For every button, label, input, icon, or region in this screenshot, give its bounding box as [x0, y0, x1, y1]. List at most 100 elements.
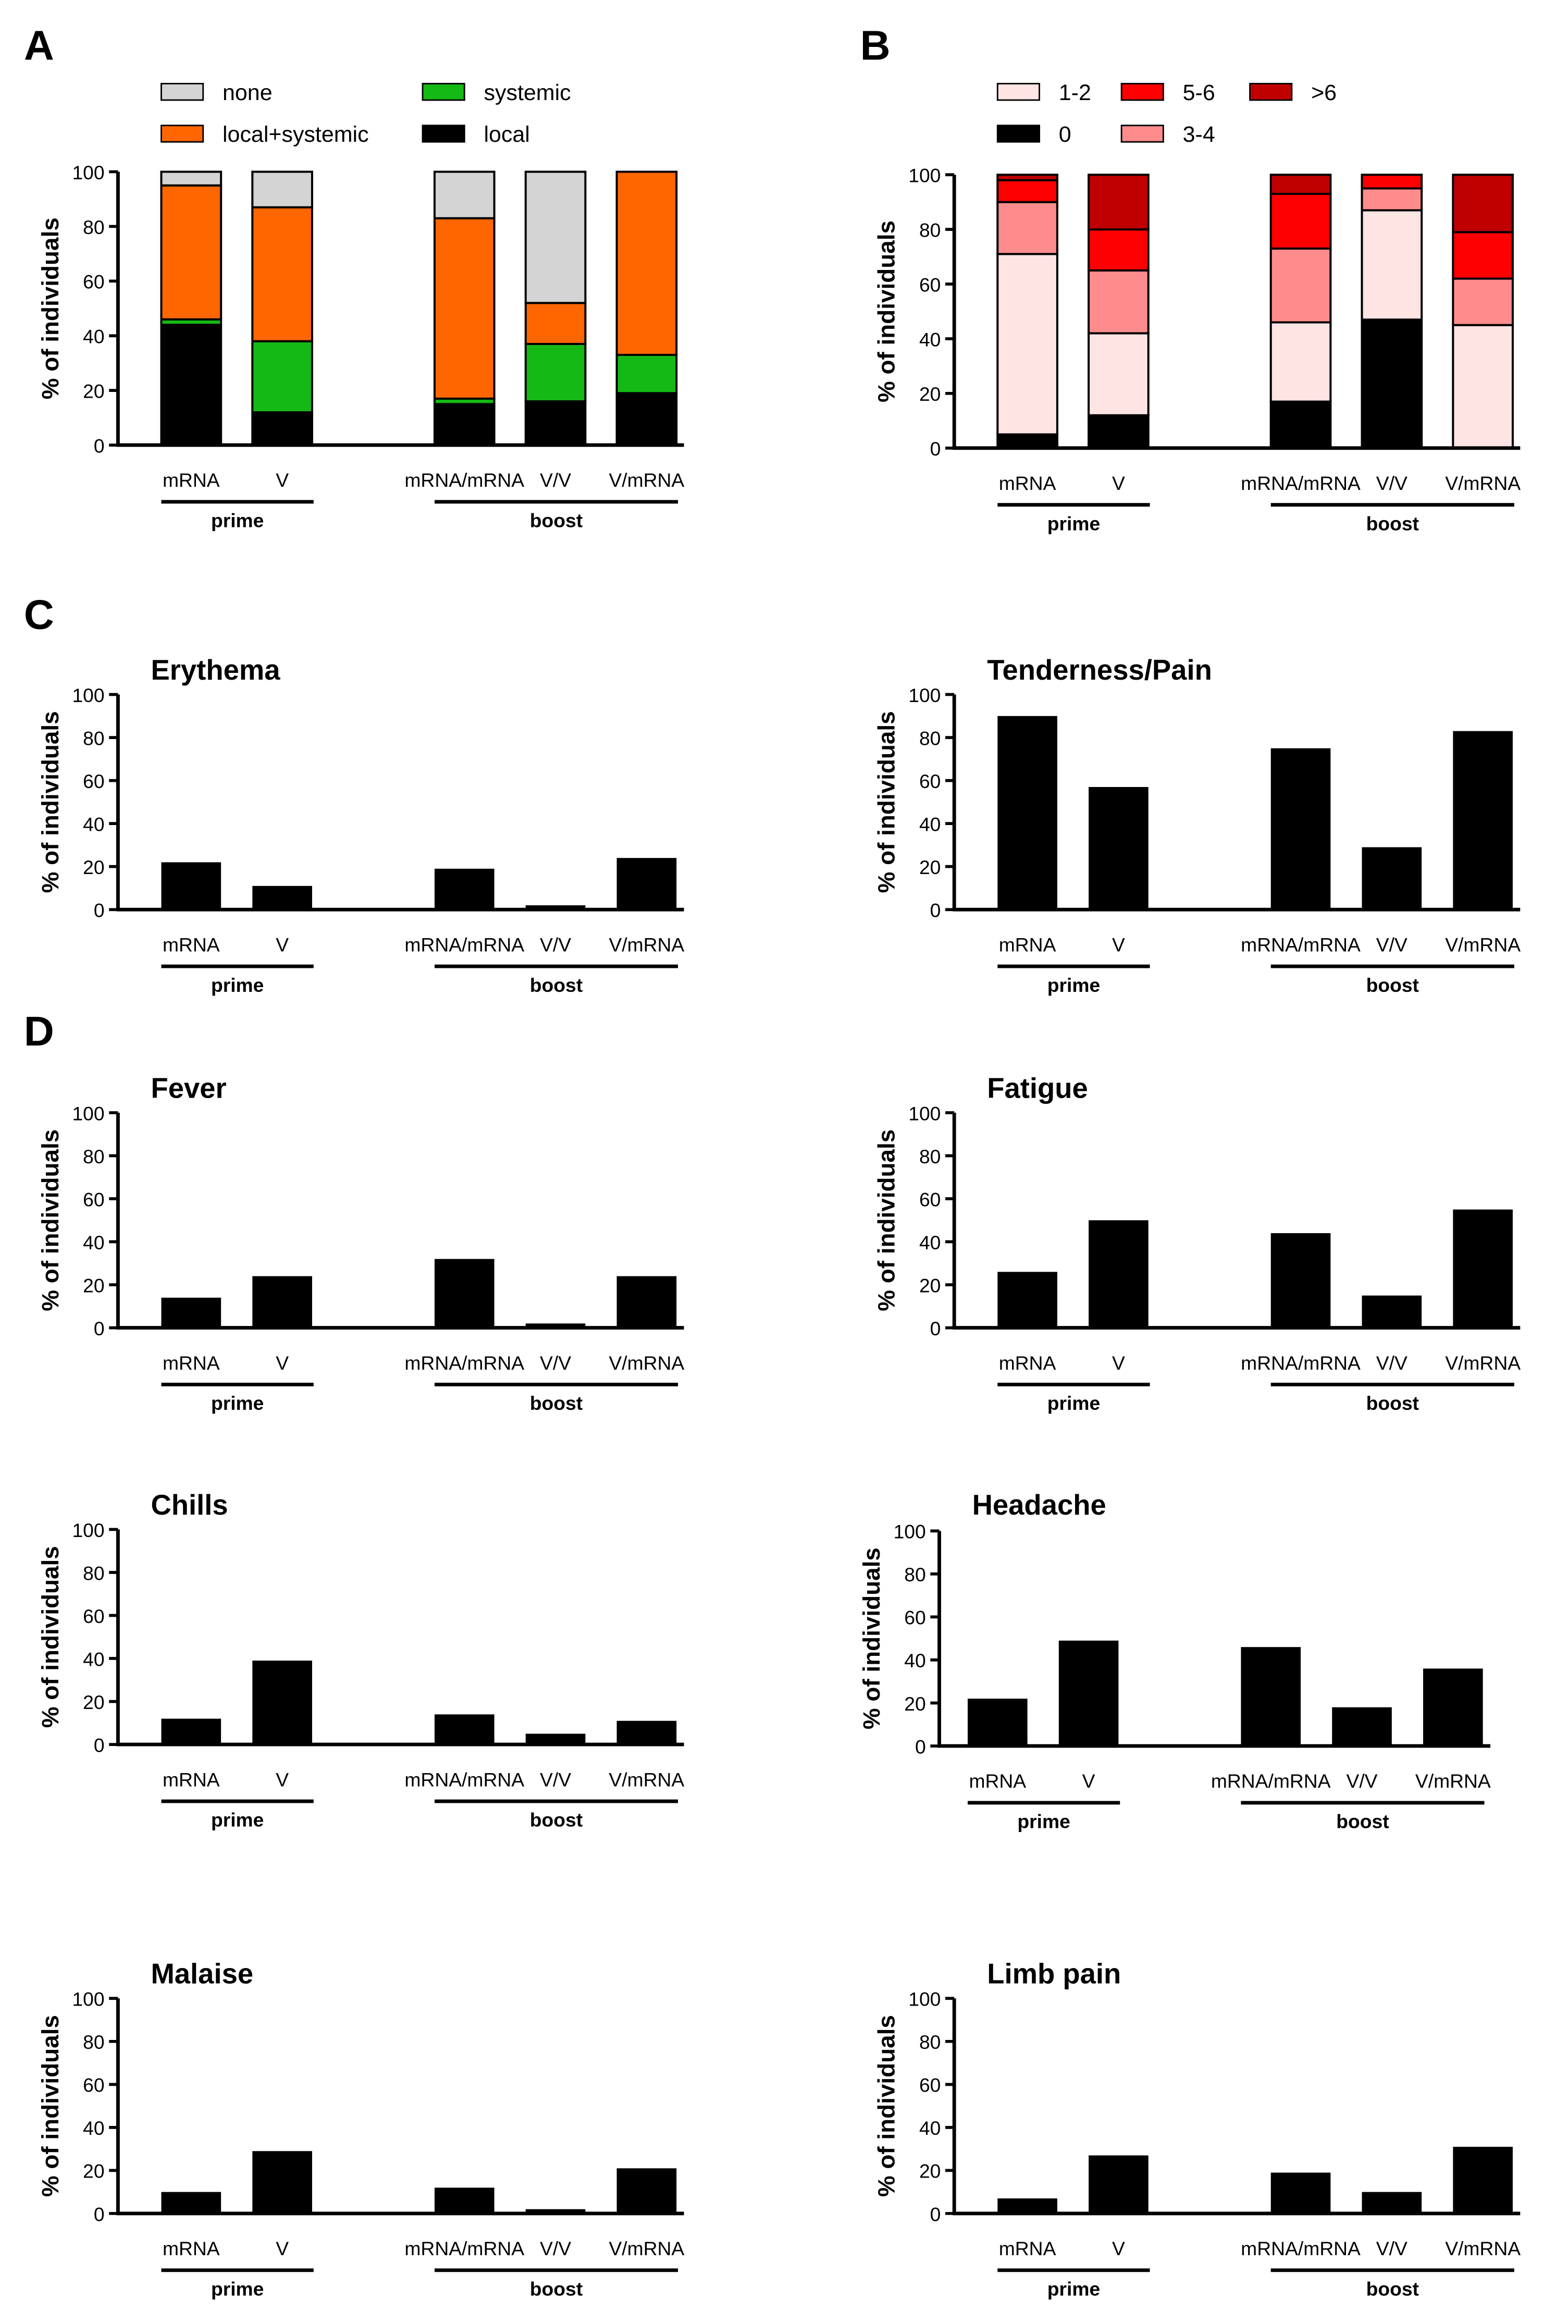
prime-group-label: prime — [211, 1392, 264, 1414]
bar-segment — [1361, 187, 1423, 212]
panel-label-d: D — [24, 1008, 54, 1055]
chart-tenderness-pain: Tenderness/Pain 0 20 40 60 80 100 % of individu… — [873, 654, 1521, 996]
panel-label-a: A — [24, 22, 54, 69]
bar-segment — [251, 170, 313, 208]
bar — [525, 1733, 586, 1745]
y-tick-label: 80 — [919, 219, 941, 241]
y-tick-label: 60 — [83, 271, 104, 293]
bar — [252, 1661, 312, 1745]
x-tick-label: V/V — [1346, 1770, 1377, 1792]
y-tick-label: 80 — [919, 727, 941, 749]
bar-segment — [251, 411, 313, 446]
prime-group-label: prime — [1047, 974, 1100, 996]
y-tick-label: 60 — [919, 770, 941, 792]
bar — [1453, 731, 1513, 910]
boost-group-label: boost — [530, 974, 583, 996]
y-axis-title: % of individuals — [873, 2015, 900, 2197]
y-tick-label: 40 — [919, 328, 941, 350]
legend-label-3-4: 3-4 — [1183, 122, 1215, 147]
bar-segment — [433, 217, 496, 400]
y-tick-label: 60 — [83, 770, 104, 792]
bar — [616, 858, 677, 910]
bar — [252, 1276, 312, 1328]
prime-group-label: prime — [1047, 2278, 1100, 2300]
legend-label-local-systemic: local+systemic — [223, 122, 369, 147]
x-tick-label: mRNA/mRNA — [404, 2237, 524, 2259]
bar — [161, 2192, 221, 2214]
x-tick-label: mRNA — [163, 2237, 220, 2259]
x-tick-label: V/mRNA — [609, 469, 684, 491]
bar — [1270, 748, 1331, 910]
x-tick-label: mRNA/mRNA — [404, 933, 524, 955]
chart-fatigue: Fatigue 0 20 40 60 80 100 % of individuals mRNA V… — [873, 1072, 1521, 1414]
y-axis-title: % of individuals — [873, 711, 900, 893]
bar — [616, 1276, 677, 1328]
bar — [434, 1259, 495, 1328]
bar-segment — [1361, 174, 1423, 190]
y-tick-label: 100 — [72, 1102, 104, 1124]
y-tick-label: 40 — [83, 1648, 104, 1670]
chart-title: Headache — [972, 1489, 1106, 1521]
x-tick-label: V/mRNA — [1445, 2237, 1521, 2259]
y-tick-label: 40 — [83, 813, 104, 835]
x-tick-label: mRNA/mRNA — [1241, 2237, 1361, 2259]
bar-segment — [160, 184, 223, 321]
x-tick-label: V — [1112, 472, 1125, 494]
y-axis-title: % of individuals — [36, 2015, 64, 2197]
y-tick-label: 20 — [919, 2160, 941, 2182]
y-tick-label: 100 — [72, 162, 104, 183]
y-tick-label: 0 — [915, 1736, 926, 1757]
bar — [525, 1323, 586, 1328]
bar — [1270, 1233, 1331, 1328]
y-tick-label: 20 — [83, 1691, 104, 1713]
legend-swatch-gt6 — [1249, 83, 1293, 101]
chart-title: Fever — [151, 1072, 226, 1104]
bar-segment — [1452, 231, 1514, 280]
bar — [1089, 2155, 1149, 2214]
bar — [1058, 1640, 1119, 1746]
bar-segment — [1269, 192, 1332, 250]
bar-segment — [996, 201, 1058, 255]
chart-title: Erythema — [151, 654, 280, 686]
x-tick-label: V/mRNA — [1445, 1352, 1521, 1374]
bar — [1089, 786, 1149, 910]
y-tick-label: 40 — [83, 326, 104, 348]
legend-swatch-local — [422, 125, 465, 143]
y-tick-label: 0 — [94, 1318, 105, 1339]
legend-label-0: 0 — [1059, 122, 1071, 147]
bar — [1362, 847, 1422, 910]
bar — [434, 1714, 495, 1745]
y-tick-label: 60 — [83, 2074, 104, 2096]
x-tick-label: mRNA — [999, 1352, 1056, 1374]
bar — [1332, 1707, 1392, 1746]
y-tick-label: 60 — [919, 2074, 941, 2096]
y-tick-label: 80 — [83, 1562, 104, 1584]
legend-label-1-2: 1-2 — [1059, 80, 1091, 105]
y-tick-label: 20 — [83, 1274, 104, 1296]
chart-title: Malaise — [151, 1958, 253, 1990]
panel-label-b: B — [860, 22, 891, 69]
bar — [616, 2168, 677, 2214]
bar-segment — [433, 403, 496, 446]
y-axis-title: % of individuals — [36, 1546, 64, 1728]
y-tick-label: 40 — [83, 2117, 104, 2139]
bar — [161, 862, 221, 910]
legend-label-gt6: >6 — [1311, 80, 1337, 105]
y-tick-label: 80 — [904, 1564, 925, 1585]
x-tick-label: mRNA — [999, 472, 1056, 494]
y-axis-title: % of individuals — [858, 1547, 885, 1729]
bar-segment — [615, 170, 678, 356]
x-tick-label: V/V — [540, 1768, 571, 1790]
bar — [161, 1718, 221, 1745]
x-tick-label: mRNA — [999, 933, 1056, 955]
bar-segment — [524, 342, 587, 403]
bar — [1241, 1647, 1301, 1746]
boost-group-label: boost — [1366, 512, 1419, 534]
y-tick-label: 20 — [83, 856, 104, 878]
bar-segment — [1452, 174, 1514, 233]
prime-group-label: prime — [211, 974, 264, 996]
y-tick-label: 80 — [83, 1146, 104, 1167]
bar-segment — [1269, 321, 1332, 403]
y-tick-label: 60 — [919, 274, 941, 296]
